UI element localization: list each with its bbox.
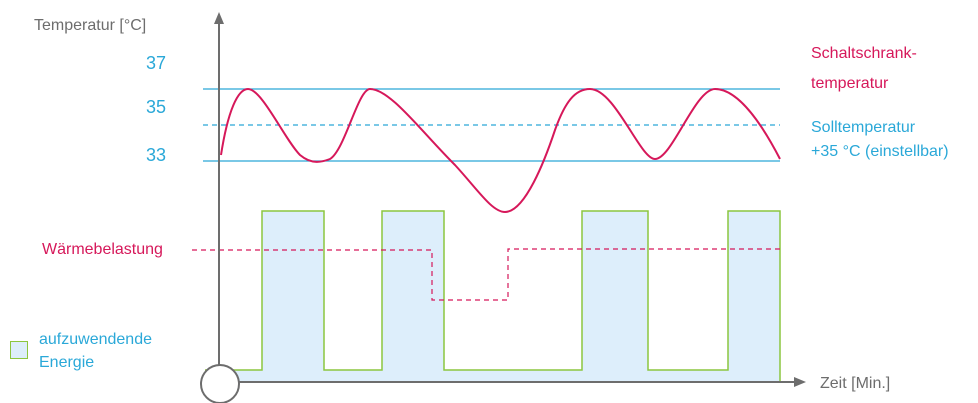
energy-legend-swatch <box>10 341 28 359</box>
tick-33: 33 <box>146 145 167 165</box>
energy-outline <box>205 210 781 382</box>
setpoint-label-1: Solltemperatur <box>811 119 916 136</box>
heat-load-line <box>192 248 780 301</box>
origin-circle <box>200 364 240 403</box>
y-axis-arrow <box>214 12 224 24</box>
x-axis-arrow <box>794 377 806 387</box>
cabinet-temperature-curve <box>220 87 781 214</box>
heat-load-label: Wärmebelastung <box>42 241 163 258</box>
energy-blocks <box>205 211 780 382</box>
energy-label-2: Energie <box>39 354 95 371</box>
setpoint-label-2: +35 °C (einstellbar) <box>811 143 949 160</box>
tick-37: 37 <box>146 53 167 73</box>
cabinet-temperature-label-1: Schaltschrank- <box>811 45 917 62</box>
x-axis-label: Zeit [Min.] <box>820 375 891 392</box>
cabinet-temperature-label-2: temperatur <box>811 75 889 92</box>
energy-label-1: aufzuwendende <box>39 331 152 348</box>
tick-35: 35 <box>146 97 167 117</box>
y-axis-label: Temperatur [°C] <box>34 17 147 34</box>
